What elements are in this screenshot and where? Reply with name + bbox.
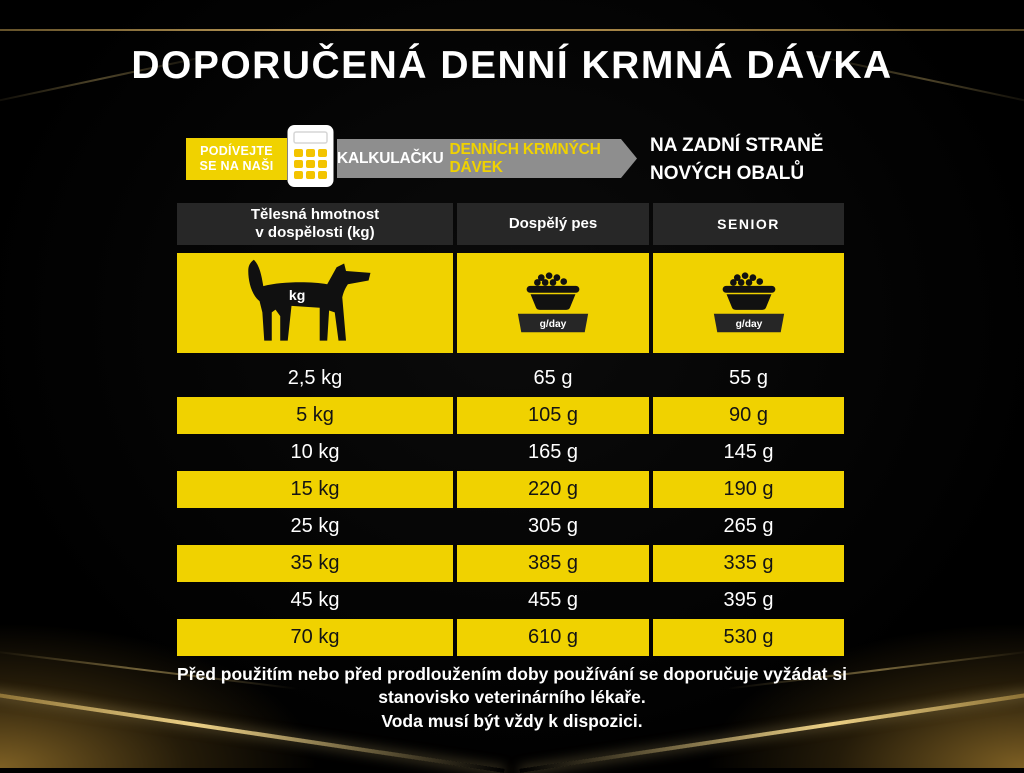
table-row: 70 kg 610 g 530 g: [177, 619, 844, 656]
senior-cell: 55 g: [729, 367, 768, 389]
header-senior: SENIOR: [653, 203, 844, 245]
footer: Před použitím nebo před prodloužením dob…: [0, 663, 1024, 732]
dog-bowl-icon: g/day: [713, 272, 784, 333]
adult-unit-label: g/day: [540, 319, 567, 330]
senior-cell: 145 g: [723, 441, 774, 463]
table-row: 45 kg 455 g 395 g: [177, 582, 844, 619]
adult-bowl-cell: g/day: [457, 253, 649, 353]
adult-cell: 305 g: [527, 515, 579, 537]
look-line-2: SE NA NAŠI: [199, 159, 274, 173]
header-body-weight-line-1: Tělesná hmotnost: [250, 206, 380, 223]
banner-word-daily-doses: DENNÍCH KRMNÝCH DÁVEK: [449, 140, 601, 176]
table-row: 25 kg 305 g 265 g: [177, 508, 844, 545]
table-body: 2,5 kg 65 g 55 g 5 kg 105 g 90 g 10 kg 1…: [177, 360, 844, 656]
spacer: [177, 353, 844, 360]
back-of-pack-note: NA ZADNÍ STRANĚ NOVÝCH OBALŮ: [650, 132, 823, 187]
table-row: 2,5 kg 65 g 55 g: [177, 360, 844, 397]
calculator-icon: [287, 125, 334, 187]
look-at-our-label: PODÍVEJTE SE NA NAŠI: [186, 138, 287, 180]
kg-label: kg: [289, 287, 305, 303]
spacer: [177, 245, 844, 253]
back-note-line-2: NOVÝCH OBALŮ: [650, 162, 805, 184]
adult-cell: 165 g: [527, 441, 579, 463]
look-line-1: PODÍVEJTE: [200, 144, 273, 158]
senior-cell: 335 g: [653, 545, 844, 582]
calculator-banner: KALKULAČKU DENNÍCH KRMNÝCH DÁVEK: [337, 139, 637, 178]
footer-vet-note: Před použitím nebo před prodloužením dob…: [177, 664, 847, 708]
back-note-line-1: NA ZADNÍ STRANĚ: [650, 135, 824, 156]
table-icon-row: kg g/day: [177, 253, 844, 353]
table-row: 15 kg 220 g 190 g: [177, 471, 844, 508]
adult-cell: 65 g: [533, 367, 573, 389]
weight-cell: 25 kg: [290, 515, 340, 537]
adult-cell: 105 g: [457, 397, 649, 434]
header-senior-label: SENIOR: [717, 215, 780, 232]
page-title: DOPORUČENÁ DENNÍ KRMNÁ DÁVKA: [131, 44, 893, 87]
footer-water-note: Voda musí být vždy k dispozici.: [381, 711, 643, 732]
adult-cell: 385 g: [457, 545, 649, 582]
table-header-row: Tělesná hmotnost v dospělosti (kg) Dospě…: [177, 203, 844, 245]
senior-cell: 90 g: [653, 397, 844, 434]
weight-cell: 70 kg: [177, 619, 453, 656]
senior-cell: 265 g: [723, 515, 774, 537]
senior-cell: 530 g: [653, 619, 844, 656]
adult-cell: 220 g: [457, 471, 649, 508]
table-row: 5 kg 105 g 90 g: [177, 397, 844, 434]
weight-cell: 35 kg: [177, 545, 453, 582]
weight-cell: 2,5 kg: [287, 367, 343, 389]
weight-cell: 10 kg: [290, 441, 340, 463]
promo-banner: PODÍVEJTE SE NA NAŠI: [0, 120, 1024, 196]
header-adult-dog: Dospělý pes: [457, 203, 649, 245]
header-body-weight: Tělesná hmotnost v dospělosti (kg): [177, 203, 453, 245]
weight-cell: 15 kg: [177, 471, 453, 508]
table-row: 35 kg 385 g 335 g: [177, 545, 844, 582]
adult-cell: 455 g: [527, 589, 579, 611]
header-body-weight-line-2: v dospělosti (kg): [255, 224, 375, 241]
senior-unit-label: g/day: [735, 319, 762, 330]
feeding-table: Tělesná hmotnost v dospělosti (kg) Dospě…: [177, 203, 844, 656]
table-row: 10 kg 165 g 145 g: [177, 434, 844, 471]
senior-cell: 395 g: [723, 589, 774, 611]
senior-bowl-cell: g/day: [653, 253, 844, 353]
dog-icon-cell: kg: [177, 253, 453, 353]
header-adult-dog-label: Dospělý pes: [508, 215, 598, 232]
weight-cell: 45 kg: [290, 589, 340, 611]
adult-cell: 610 g: [457, 619, 649, 656]
dog-icon: kg: [248, 259, 371, 341]
dog-bowl-icon: g/day: [517, 272, 589, 333]
banner-word-calculator: KALKULAČKU: [337, 149, 444, 167]
senior-cell: 190 g: [653, 471, 844, 508]
weight-cell: 5 kg: [177, 397, 453, 434]
